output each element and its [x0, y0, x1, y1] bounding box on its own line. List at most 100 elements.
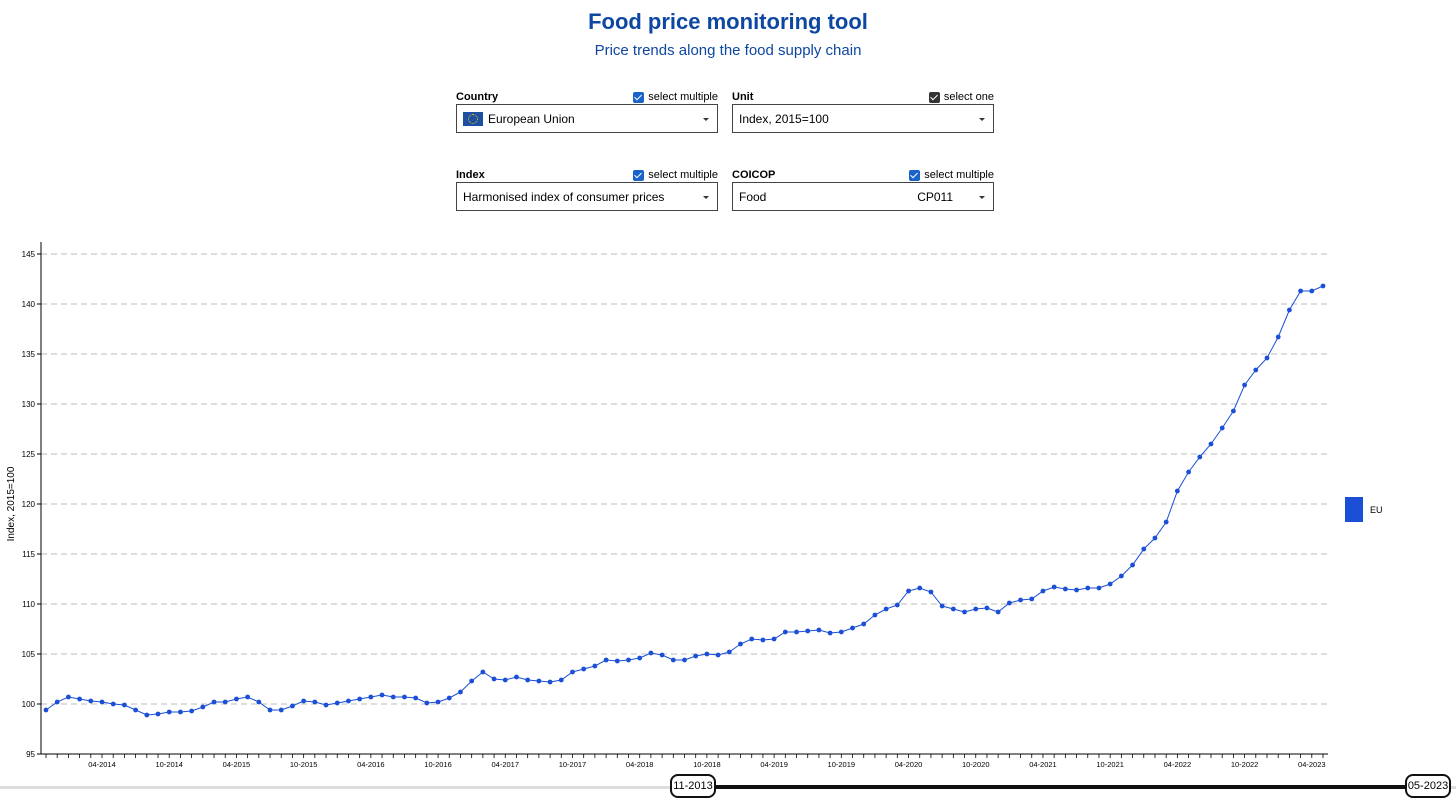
coicop-option-label: select multiple [924, 169, 994, 181]
data-point [827, 630, 833, 636]
data-point [390, 694, 396, 700]
data-point [782, 629, 788, 635]
data-point [738, 641, 743, 647]
data-point [1018, 597, 1023, 603]
data-point [525, 677, 531, 683]
data-point [984, 605, 990, 611]
unit-select-one-toggle[interactable]: select one [928, 91, 994, 103]
data-point [368, 694, 374, 700]
data-point [357, 696, 363, 702]
x-tick-label: 10-2022 [1231, 760, 1259, 769]
data-point [1174, 488, 1180, 494]
data-point [614, 658, 620, 664]
y-tick-label: 130 [22, 400, 36, 409]
data-point [850, 625, 855, 631]
data-point [659, 652, 665, 658]
data-point [1141, 546, 1147, 552]
x-tick-label: 10-2014 [155, 760, 183, 769]
y-tick-label: 145 [22, 250, 36, 259]
data-point [133, 707, 139, 713]
data-point [794, 629, 799, 635]
checkbox-checked-icon[interactable] [633, 91, 645, 103]
date-range-selection[interactable] [693, 785, 1430, 789]
data-point [1197, 454, 1203, 460]
eu-flag-icon [463, 111, 483, 126]
data-point [99, 699, 105, 705]
checkbox-checked-icon[interactable] [909, 169, 921, 181]
data-point [435, 699, 441, 705]
data-point [166, 709, 172, 715]
country-dropdown[interactable]: European Union [456, 104, 718, 133]
data-point [424, 700, 430, 706]
data-point [256, 699, 262, 705]
data-point [1029, 596, 1035, 602]
unit-dropdown[interactable]: Index, 2015=100 [732, 104, 994, 133]
unit-value: Index, 2015=100 [739, 111, 829, 126]
chevron-down-icon [703, 196, 709, 199]
x-tick-label: 04-2016 [357, 760, 385, 769]
x-tick-label: 10-2015 [290, 760, 318, 769]
data-point [155, 711, 161, 717]
coicop-select-multiple-toggle[interactable]: select multiple [909, 169, 994, 181]
checkbox-checked-icon[interactable] [633, 169, 645, 181]
index-label: Index [456, 169, 485, 181]
data-point [883, 606, 889, 612]
chevron-down-icon [979, 118, 985, 121]
data-point [1253, 367, 1259, 373]
data-point [928, 589, 934, 595]
data-point [234, 696, 239, 702]
data-point [637, 655, 643, 661]
data-point [626, 657, 631, 663]
data-point [469, 678, 475, 684]
x-tick-label: 04-2023 [1298, 760, 1326, 769]
x-tick-label: 04-2017 [492, 760, 520, 769]
data-point [43, 707, 49, 713]
data-point [950, 606, 956, 612]
data-point [480, 669, 486, 675]
data-point [301, 698, 307, 704]
data-point [861, 621, 867, 627]
data-point [749, 636, 755, 642]
index-select-multiple-toggle[interactable]: select multiple [633, 169, 718, 181]
data-point [1264, 355, 1270, 361]
coicop-dropdown[interactable]: Food CP011 [732, 182, 994, 211]
data-point [592, 663, 598, 669]
data-point [144, 712, 150, 718]
data-point [570, 669, 575, 675]
country-select-multiple-toggle[interactable]: select multiple [633, 91, 718, 103]
y-tick-label: 125 [22, 450, 36, 459]
checkbox-checked-icon[interactable] [928, 91, 940, 103]
unit-label: Unit [732, 91, 754, 103]
x-tick-label: 10-2016 [424, 760, 452, 769]
data-point [514, 674, 519, 680]
date-range-end-handle[interactable]: 05-2023 [1405, 774, 1451, 798]
data-point [558, 677, 564, 683]
data-point [838, 629, 844, 635]
legend-swatch-eu [1345, 497, 1363, 522]
data-point [1275, 334, 1281, 340]
data-point [962, 609, 967, 615]
x-tick-label: 10-2019 [828, 760, 856, 769]
coicop-label: COICOP [732, 169, 776, 181]
data-point [771, 636, 777, 642]
data-point [458, 689, 463, 695]
x-tick-label: 04-2019 [760, 760, 788, 769]
data-point [1286, 307, 1292, 313]
price-index-line-chart: 95 100 105 110 115 120 125 130 135 140 145 04-2014 1… [6, 242, 1383, 769]
data-point [1074, 587, 1079, 593]
data-point [77, 696, 83, 702]
coicop-value: Food [739, 189, 767, 204]
data-point [446, 695, 452, 701]
data-point [189, 708, 195, 714]
date-range-start-handle[interactable]: 11-2013 [670, 774, 716, 798]
data-point [334, 700, 340, 706]
data-point [995, 609, 1001, 615]
data-point [906, 588, 911, 594]
data-point [402, 694, 407, 700]
data-point [1006, 600, 1012, 606]
index-dropdown[interactable]: Harmonised index of consumer prices [456, 182, 718, 211]
x-tick-label: 10-2017 [559, 760, 587, 769]
coicop-code: CP011 [917, 189, 953, 204]
data-point [346, 698, 351, 704]
data-point [1152, 535, 1158, 541]
